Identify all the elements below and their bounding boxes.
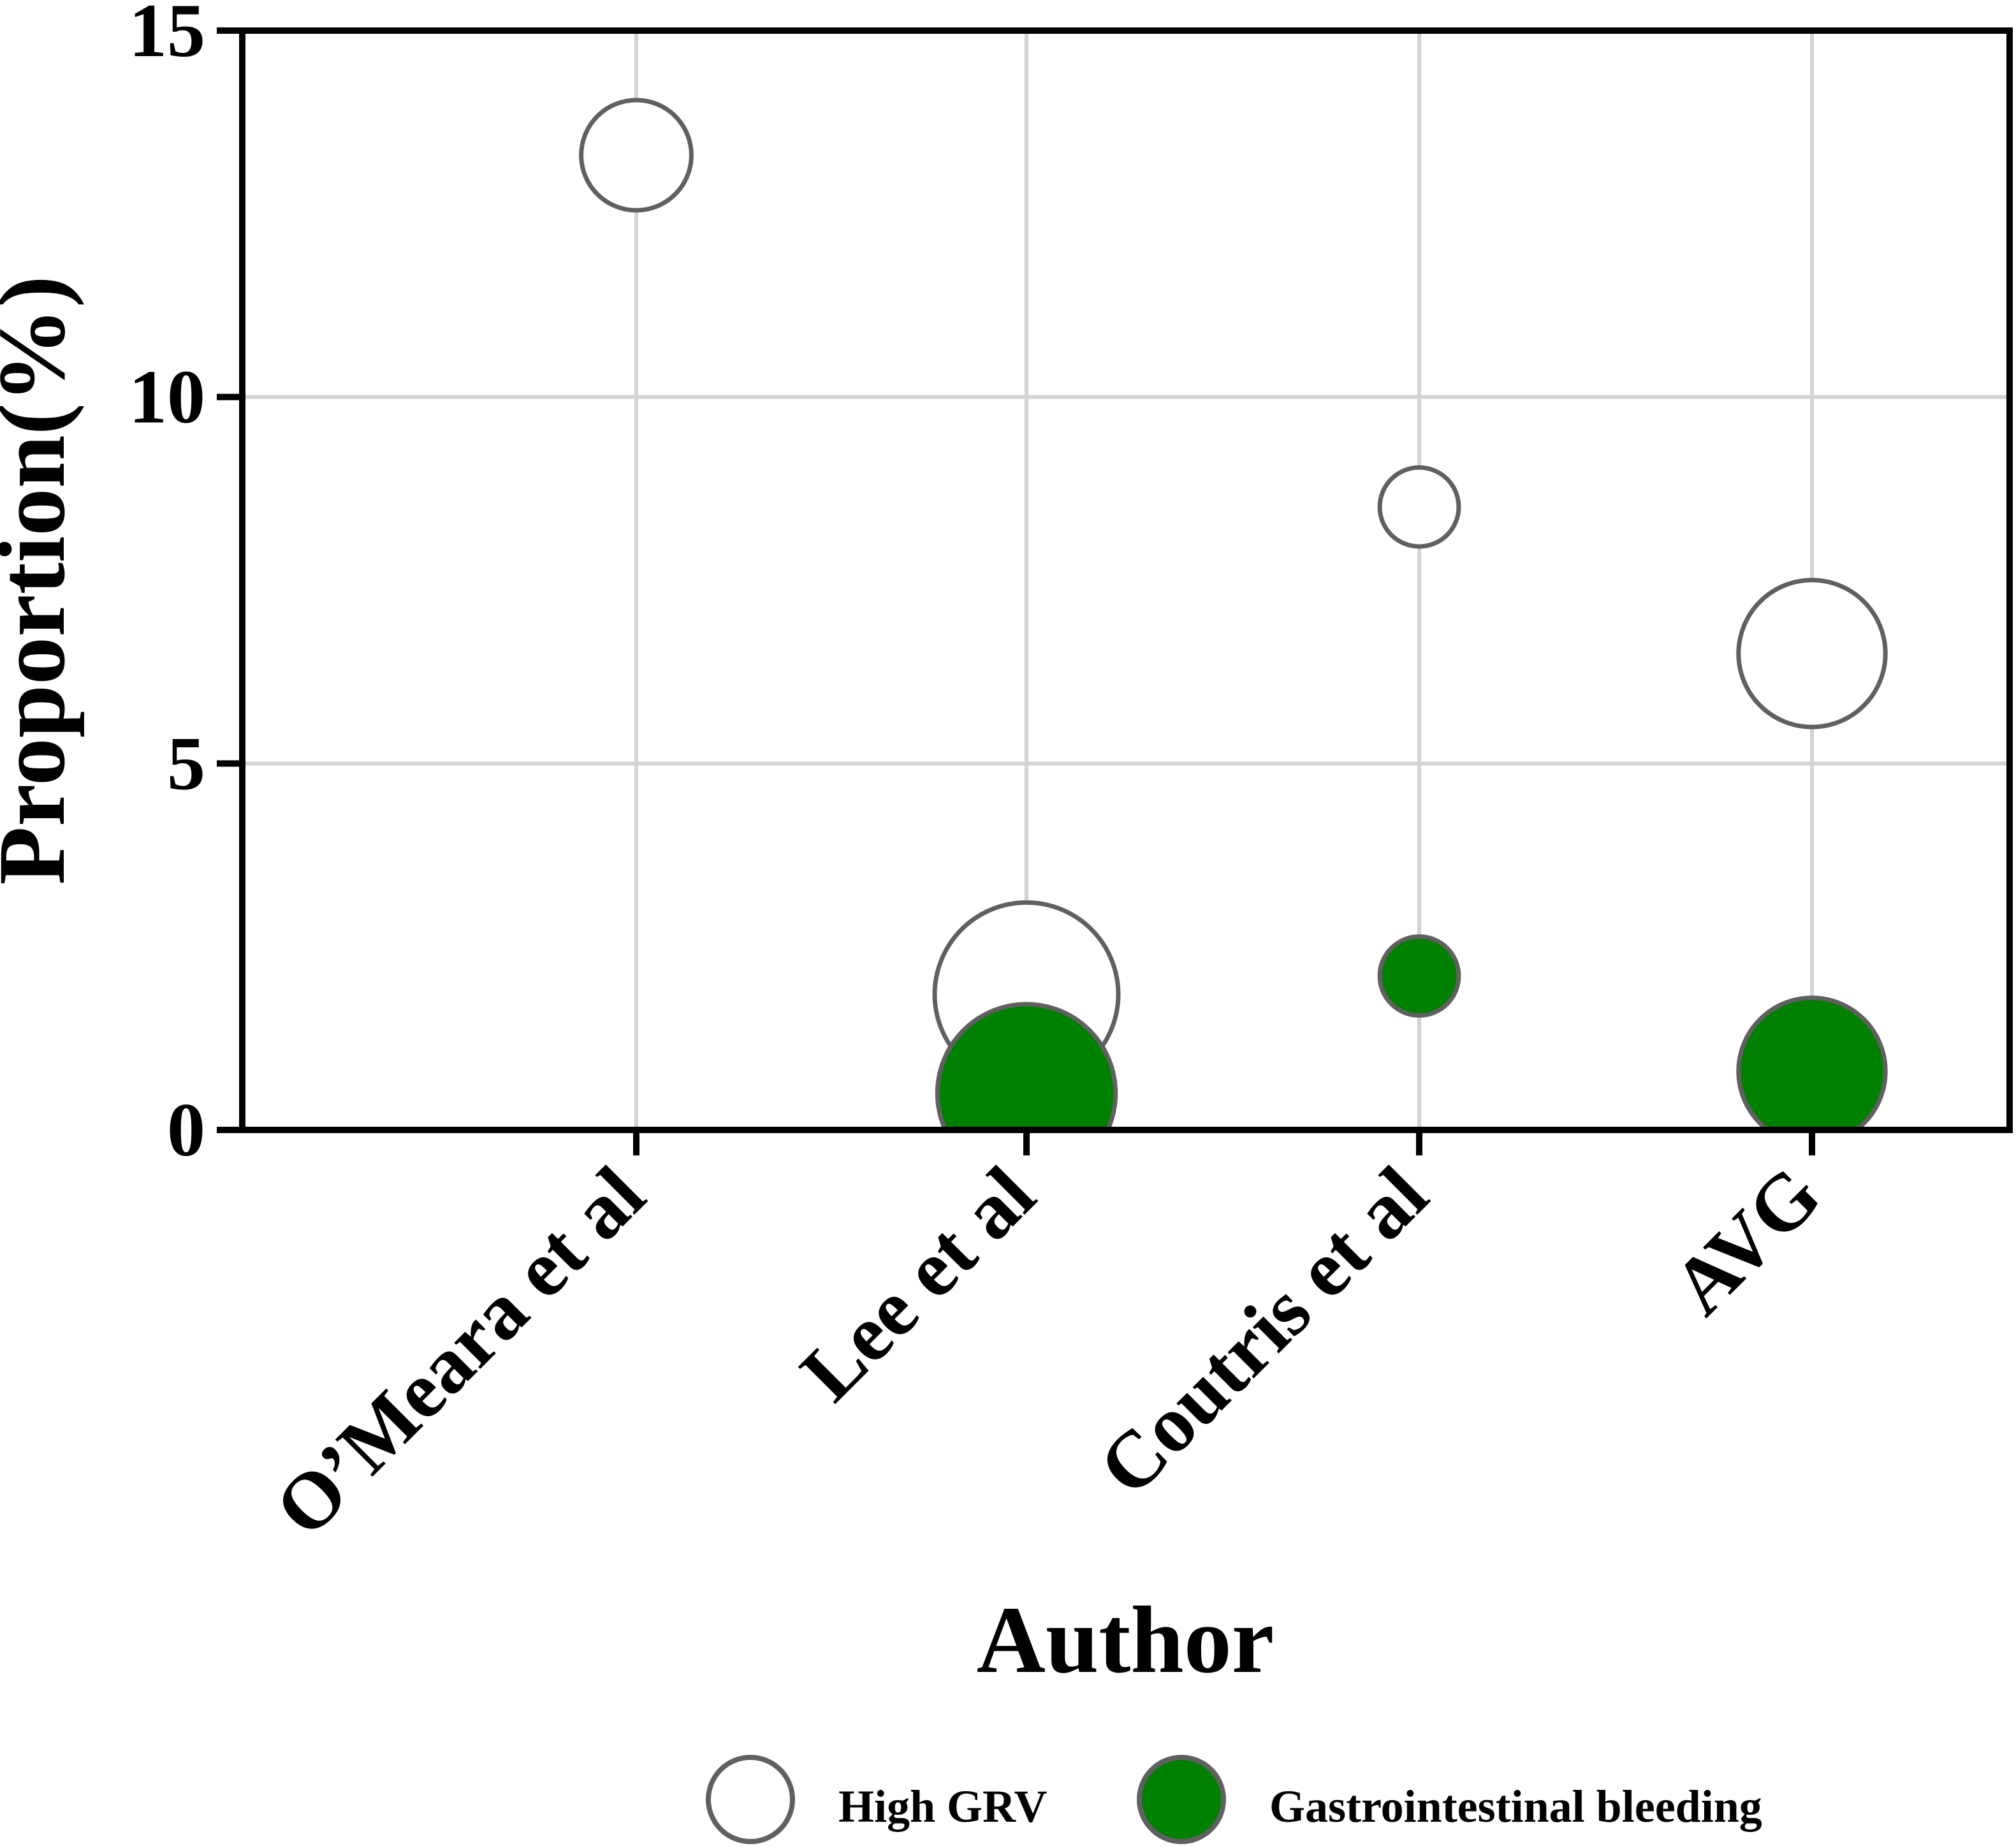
bubble xyxy=(579,98,694,213)
bubble xyxy=(935,1002,1118,1130)
y-tick-label: 5 xyxy=(167,721,205,805)
series-gastrointestinal-bleeding xyxy=(935,934,1888,1130)
legend-label: High GRV xyxy=(838,1781,1048,1832)
bubble xyxy=(1736,578,1888,729)
axis-ticks xyxy=(217,27,1815,1155)
legend-marker xyxy=(706,1755,795,1844)
x-tick-label: O’Meara et al xyxy=(258,1150,662,1554)
bubbles xyxy=(579,98,1888,1130)
x-tick-label: Lee et al xyxy=(784,1150,1052,1418)
bubble xyxy=(1377,465,1461,549)
y-tick-label: 15 xyxy=(129,0,205,73)
plot-frame xyxy=(239,27,2013,1133)
y-tick-label: 10 xyxy=(129,355,205,439)
y-tick-label: 0 xyxy=(167,1087,205,1172)
legend: High GRV Gastrointestinal bleeding xyxy=(706,1755,1762,1844)
y-axis-title: Proportion(%) xyxy=(0,275,85,884)
x-axis-title: Author xyxy=(977,1587,1275,1693)
x-tick-labels: O’Meara et al Lee et al Coutris et al AVG xyxy=(258,1150,1837,1554)
grid xyxy=(242,31,2010,1130)
series-high-grv xyxy=(579,98,1888,1088)
x-tick-label: Coutris et al xyxy=(1082,1150,1444,1513)
x-tick-label: AVG xyxy=(1656,1150,1837,1332)
legend-label: Gastrointestinal bleeding xyxy=(1269,1781,1762,1832)
bubble xyxy=(1377,934,1461,1018)
y-tick-labels: 0 5 10 15 xyxy=(129,0,205,1172)
legend-marker xyxy=(1137,1755,1226,1844)
bubble xyxy=(1736,995,1888,1130)
